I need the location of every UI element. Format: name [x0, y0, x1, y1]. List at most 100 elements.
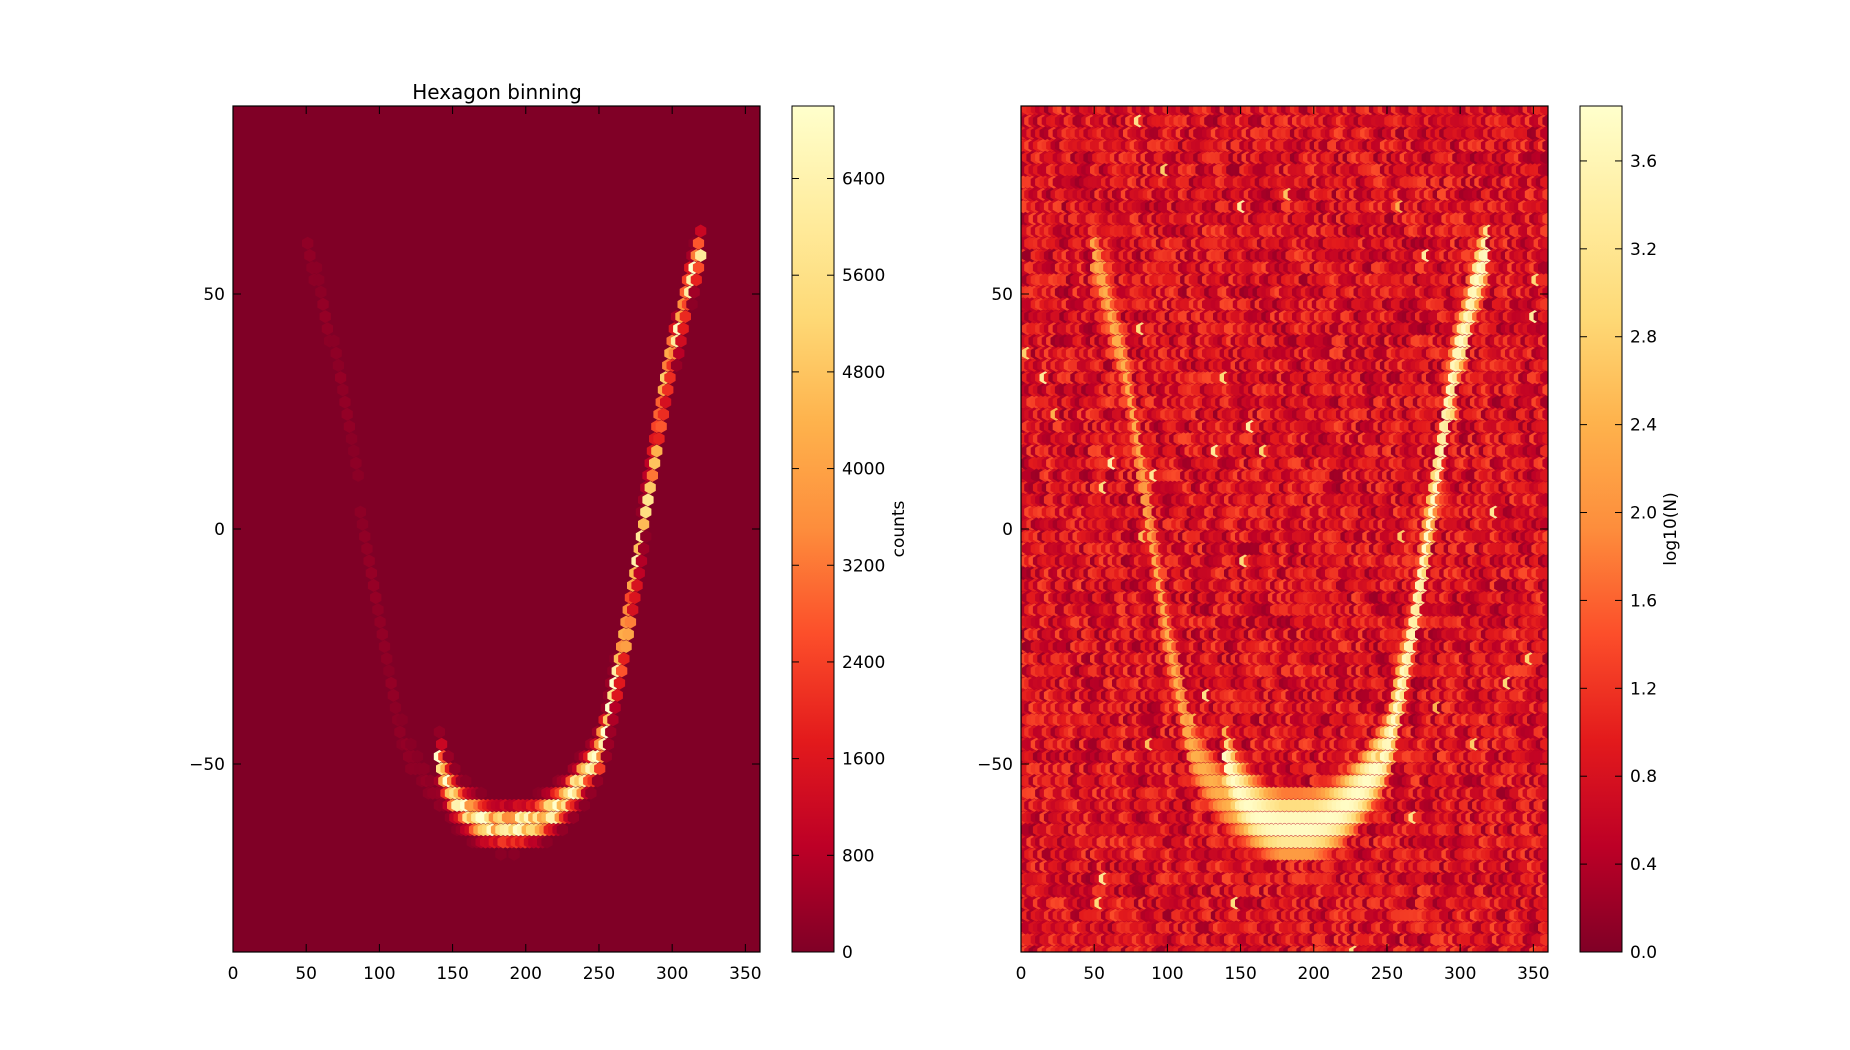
hexbin-cell — [508, 847, 520, 861]
hexbin-cell — [304, 249, 316, 262]
hexbin-cell — [381, 652, 393, 666]
hexbin-cell — [343, 420, 355, 433]
hexbin-cell — [449, 762, 461, 776]
hexbin-cell — [321, 322, 333, 336]
hexbin-cell — [1542, 872, 1548, 886]
hexbin-cell — [1542, 945, 1548, 952]
hexbin-cell — [394, 725, 406, 739]
hexbin-cell — [352, 468, 364, 482]
hexbin-cell — [616, 664, 628, 678]
hexbin-cell — [1540, 884, 1548, 898]
left-chart-title: Hexagon binning — [412, 80, 582, 104]
hexbin-cell — [600, 750, 612, 763]
hexbin-cell — [460, 774, 472, 788]
hexbin-cell — [361, 542, 373, 556]
hexbin-cell — [1542, 921, 1548, 935]
hexbin-cell — [405, 737, 417, 751]
hexbin-cell — [605, 725, 617, 739]
colorbar-tick-label: 2400 — [842, 653, 885, 673]
hexbin-cell — [607, 713, 619, 727]
colorbar-tick-label: 6400 — [842, 170, 885, 190]
hexbin-cell — [495, 847, 507, 861]
hexbin-cell — [662, 383, 674, 397]
y-tick-label: −50 — [189, 755, 225, 775]
hexbin-cell — [679, 310, 691, 324]
hexbin-cell — [692, 261, 705, 275]
hexbin-cell — [657, 407, 669, 421]
hexbin-cell — [385, 676, 397, 690]
left-hexbin-panel: Hexagon binning 0 50 100 150 200 250 300 350 50… — [189, 80, 761, 984]
hexbin-cell — [1542, 676, 1548, 690]
colorbar-tick-label: 800 — [842, 846, 874, 866]
hexbin-cell — [378, 640, 391, 653]
hexbin-cell — [695, 224, 707, 238]
hexbin-cell — [372, 603, 384, 617]
hexbin-cell — [302, 236, 314, 250]
hexbin-cell — [1542, 750, 1548, 763]
hexbin-cell — [1540, 908, 1548, 922]
hexbin-cell — [315, 285, 327, 299]
x-tick-label: 200 — [510, 964, 542, 984]
x-tick-label: 250 — [583, 964, 615, 984]
x-tick-label: 350 — [729, 964, 761, 984]
hexbin-cell — [664, 371, 676, 385]
hexbin-cell — [339, 395, 351, 409]
hexbin-cell — [337, 383, 349, 397]
hexbin-cell — [633, 566, 645, 580]
hexbin-cell — [567, 811, 579, 825]
left-hexbin-cells — [233, 106, 760, 952]
hexbin-cell — [620, 640, 632, 653]
hexbin-cell — [354, 505, 366, 519]
hexbin-cell — [594, 762, 606, 776]
hexbin-cell — [653, 432, 665, 446]
hexbin-cell — [341, 407, 353, 421]
hexbin-cell — [319, 310, 331, 324]
x-tick-label: 50 — [295, 964, 317, 984]
hexbin-cell — [1540, 811, 1548, 825]
hexbin-cell — [475, 786, 487, 800]
hexbin-cell — [1542, 896, 1548, 910]
hexbin-cell — [686, 297, 698, 311]
colorbar-tick-label: 3200 — [842, 556, 885, 576]
hexbin-cell — [640, 530, 652, 543]
hexbin-cell — [418, 762, 430, 776]
left-colorbar-label: counts — [889, 500, 909, 557]
hexbin-cell — [673, 346, 685, 360]
hexbin-cell — [692, 236, 705, 250]
hexbin-cell — [649, 456, 661, 470]
hexbin-cell — [332, 358, 344, 372]
colorbar-tick-label: 1600 — [842, 750, 885, 770]
hexbin-cell — [1540, 933, 1548, 947]
hexbin-cell — [688, 285, 700, 299]
hexbin-cell — [690, 273, 702, 287]
x-tick-label: 0 — [228, 964, 239, 984]
hexbin-cell — [1542, 701, 1548, 715]
hexbin-cell — [1542, 823, 1548, 837]
hexbin-cell — [1540, 835, 1548, 849]
hexbin-cell — [624, 615, 637, 629]
hexbin-cell — [618, 652, 630, 666]
hexbin-cell — [1542, 774, 1548, 788]
hexbin-cell — [578, 798, 590, 812]
hexbin-cell — [442, 750, 454, 763]
hexbin-cell — [646, 468, 658, 482]
hexbin-cell — [660, 395, 672, 409]
hexbin-cell — [345, 432, 358, 446]
hexbin-cell — [1542, 847, 1548, 861]
hexbin-cell — [613, 676, 626, 690]
hexbin-cell — [1540, 737, 1548, 751]
hexbin-cell — [1540, 860, 1548, 873]
hexbin-cell — [348, 444, 360, 458]
hexbin-cell — [317, 297, 329, 311]
hexbin-cell — [655, 420, 667, 433]
hexbin-cell — [310, 261, 323, 275]
x-tick-label: 300 — [656, 964, 688, 984]
colorbar-tick-label: 0 — [842, 943, 853, 963]
hexbin-cell — [591, 774, 604, 788]
hexbin-cell — [638, 542, 650, 556]
hexbin-cell — [644, 481, 656, 495]
hexbin-cell — [1542, 798, 1548, 812]
